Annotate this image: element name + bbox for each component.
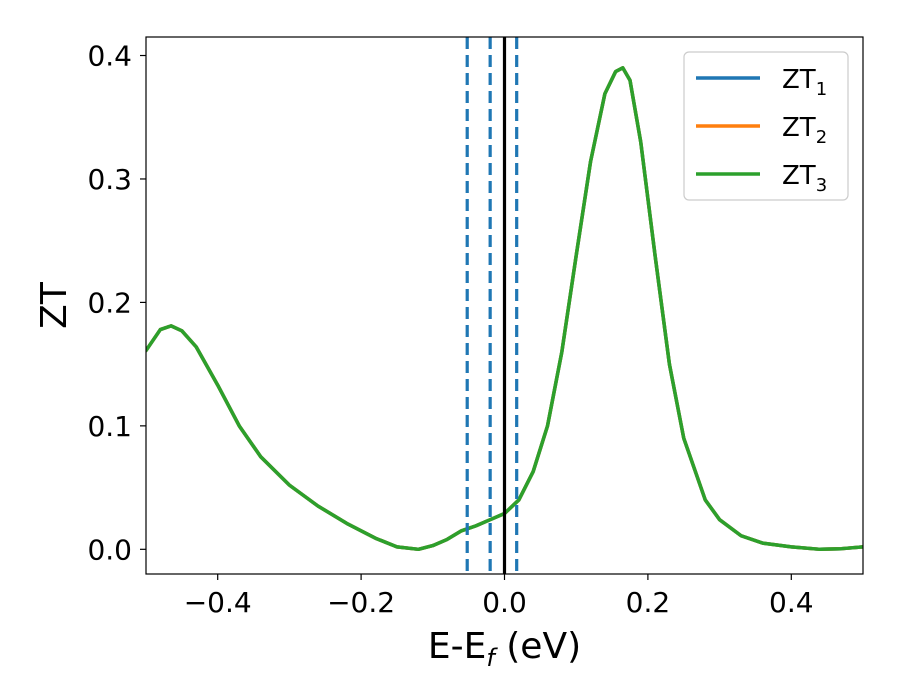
x-tick-label: −0.4 <box>184 586 252 619</box>
legend-item-zt1: ZT1 <box>696 65 827 100</box>
y-tick-label: 0.3 <box>87 163 132 196</box>
legend-label: ZT3 <box>782 161 827 196</box>
y-tick-label: 0.1 <box>87 410 132 443</box>
x-axis-label-unit: (eV) <box>495 626 581 667</box>
x-tick-label: 0.4 <box>769 586 814 619</box>
x-tick-label: 0.2 <box>626 586 671 619</box>
x-axis: −0.4 −0.2 0.0 0.2 0.4 <box>184 574 814 619</box>
x-tick-label: −0.2 <box>327 586 395 619</box>
y-axis: 0.0 0.1 0.2 0.3 0.4 <box>87 40 146 566</box>
x-tick-label: 0.0 <box>482 586 527 619</box>
legend: ZT1 ZT2 ZT3 <box>683 51 849 201</box>
y-axis-label: ZT <box>34 281 75 329</box>
legend-box <box>683 51 849 201</box>
y-tick-label: 0.2 <box>87 286 132 319</box>
legend-label: ZT1 <box>782 65 827 100</box>
legend-item-zt2: ZT2 <box>696 113 827 148</box>
plot-area <box>146 37 863 574</box>
x-axis-label-main: E-E <box>428 626 486 667</box>
legend-label: ZT2 <box>782 113 827 148</box>
y-tick-label: 0.4 <box>87 40 132 73</box>
plot-lines <box>146 37 863 574</box>
legend-item-zt3: ZT3 <box>696 161 827 196</box>
y-tick-label: 0.0 <box>87 533 132 566</box>
series-line-zt3 <box>146 66 863 552</box>
x-axis-label: E-Ef (eV) <box>428 626 581 672</box>
